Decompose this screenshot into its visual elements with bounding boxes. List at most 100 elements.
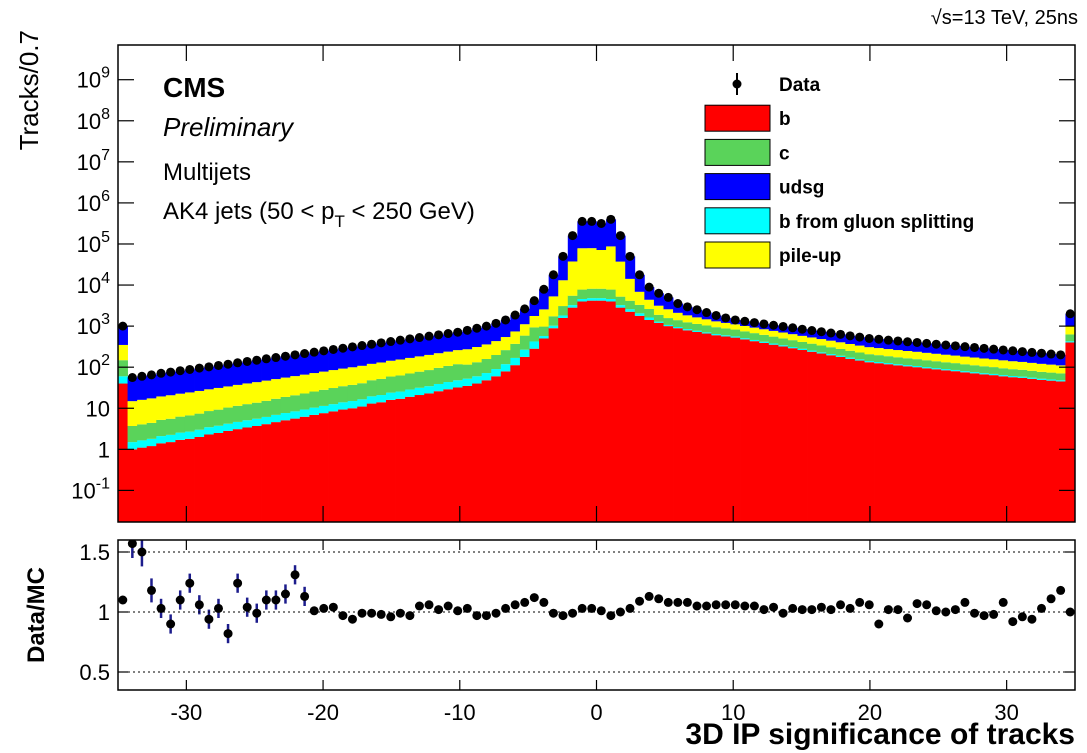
y-tick-label: 1.5 bbox=[79, 540, 110, 565]
histogram-bar bbox=[318, 413, 329, 522]
histogram-bar bbox=[491, 355, 502, 370]
data-point bbox=[577, 216, 587, 226]
ratio-point bbox=[759, 605, 769, 615]
histogram-bar bbox=[414, 371, 425, 388]
data-point bbox=[922, 338, 932, 348]
histogram-bar bbox=[443, 333, 454, 352]
legend-swatch bbox=[704, 173, 771, 201]
y-tick-label: 1 bbox=[98, 437, 110, 462]
histogram-bar bbox=[127, 377, 138, 402]
histogram-bar bbox=[835, 355, 846, 358]
data-point bbox=[970, 342, 980, 352]
histogram-bar bbox=[472, 383, 483, 522]
histogram-bar bbox=[921, 352, 932, 361]
histogram-bar bbox=[711, 335, 722, 522]
histogram-bar bbox=[338, 409, 349, 522]
histogram-bar bbox=[328, 411, 339, 522]
histogram-bar bbox=[328, 370, 339, 389]
histogram-bar bbox=[462, 385, 473, 522]
histogram-bar bbox=[682, 329, 693, 331]
histogram-bar bbox=[376, 395, 387, 403]
histogram-bar bbox=[242, 383, 253, 405]
histogram-bar bbox=[730, 324, 741, 330]
histogram-bar bbox=[807, 343, 818, 351]
y-tick-label: 105 bbox=[77, 229, 110, 257]
histogram-bar bbox=[596, 288, 607, 299]
histogram-bar bbox=[1027, 377, 1038, 379]
histogram-bar bbox=[338, 368, 349, 387]
histogram-bar bbox=[127, 425, 138, 443]
histogram-bar bbox=[175, 370, 186, 394]
histogram-bar bbox=[950, 355, 961, 364]
histogram-bar bbox=[443, 351, 454, 366]
histogram-bar bbox=[979, 366, 990, 374]
ratio-point bbox=[615, 607, 625, 617]
data-point bbox=[807, 326, 817, 336]
histogram-bar bbox=[232, 384, 243, 406]
histogram-bar bbox=[1046, 380, 1057, 522]
histogram-bar bbox=[720, 335, 731, 337]
data-point bbox=[175, 366, 185, 376]
histogram-bar bbox=[290, 354, 301, 377]
data-point bbox=[778, 321, 788, 331]
histogram-bar bbox=[539, 338, 550, 522]
histogram-bar bbox=[615, 235, 626, 262]
histogram-bar bbox=[510, 315, 521, 332]
histogram-bar bbox=[443, 382, 454, 390]
ratio-point bbox=[931, 606, 941, 616]
histogram-bar bbox=[165, 395, 176, 419]
histogram-bar bbox=[1008, 376, 1018, 378]
histogram-bar bbox=[864, 361, 875, 363]
histogram-bar bbox=[969, 347, 980, 358]
data-point bbox=[185, 364, 195, 374]
histogram-bar bbox=[271, 398, 282, 415]
histogram-bar bbox=[720, 322, 731, 329]
ratio-point bbox=[673, 597, 683, 607]
ratio-point bbox=[864, 600, 874, 610]
histogram-bar bbox=[720, 328, 731, 336]
data-point bbox=[931, 339, 941, 349]
ratio-point bbox=[280, 589, 290, 599]
histogram-bar bbox=[663, 324, 674, 327]
histogram-bar bbox=[433, 367, 444, 384]
histogram-bar bbox=[826, 354, 837, 356]
histogram-bar bbox=[280, 377, 291, 397]
data-point bbox=[692, 305, 702, 315]
ratio-point bbox=[1008, 617, 1018, 627]
data-point bbox=[673, 299, 683, 309]
histogram-bar bbox=[204, 411, 215, 428]
ratio-point bbox=[644, 591, 654, 601]
ratio-point bbox=[347, 614, 357, 624]
histogram-bar bbox=[1046, 354, 1057, 365]
histogram-bar bbox=[673, 320, 684, 327]
histogram-bar bbox=[941, 362, 951, 370]
histogram-bar bbox=[749, 339, 760, 342]
histogram-bar bbox=[1055, 380, 1066, 382]
y-tick-label: 106 bbox=[77, 188, 110, 216]
histogram-bar bbox=[787, 334, 798, 341]
ratio-point bbox=[309, 606, 319, 616]
histogram-bar bbox=[118, 376, 128, 384]
histogram-bar bbox=[893, 350, 904, 358]
legend-marker bbox=[732, 79, 742, 89]
histogram-bar bbox=[529, 348, 540, 522]
histogram-bar bbox=[261, 416, 272, 425]
histogram-bar bbox=[491, 341, 502, 356]
sample-label: Multijets bbox=[163, 159, 251, 186]
x-tick-label: -20 bbox=[307, 700, 339, 725]
ratio-point bbox=[635, 596, 645, 606]
histogram-bar bbox=[184, 369, 195, 393]
data-point bbox=[883, 335, 893, 345]
histogram-bar bbox=[893, 357, 904, 365]
histogram-bar bbox=[950, 345, 961, 356]
histogram-bar bbox=[1036, 371, 1047, 379]
histogram-bar bbox=[845, 358, 856, 522]
histogram-bar bbox=[213, 387, 224, 410]
histogram-bar bbox=[893, 340, 904, 351]
histogram-bar bbox=[472, 347, 483, 363]
legend-label: Data bbox=[779, 75, 821, 96]
histogram-bar bbox=[864, 347, 875, 355]
histogram-bar bbox=[194, 413, 205, 430]
data-point bbox=[1017, 347, 1027, 357]
